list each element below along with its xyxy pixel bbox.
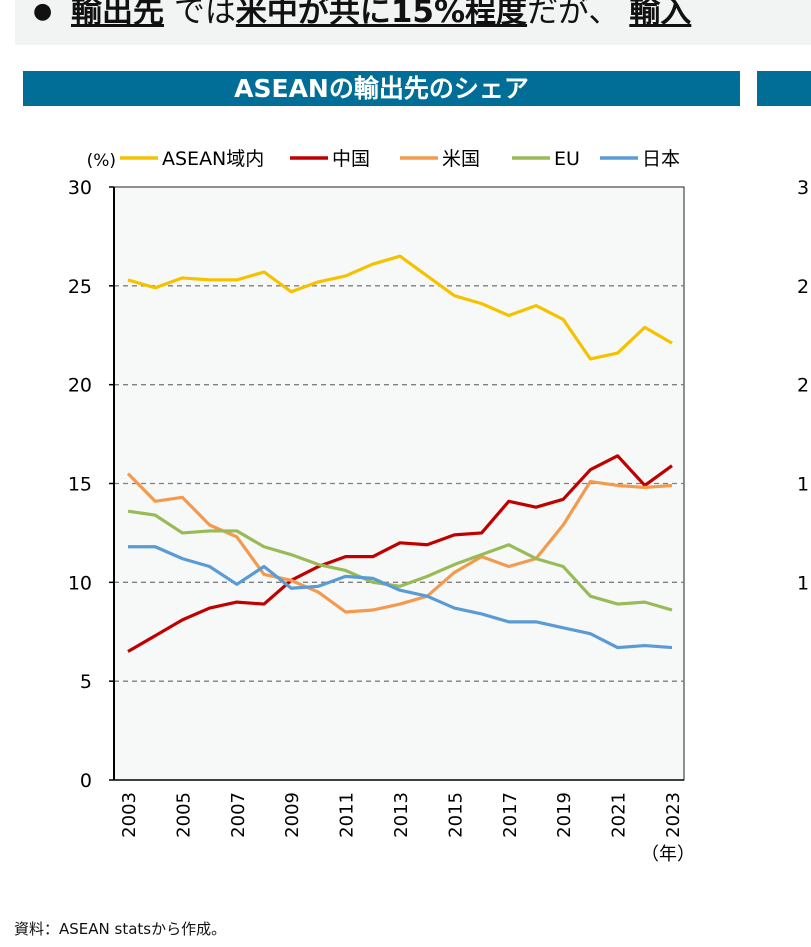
y-tick-label: 25 (68, 276, 92, 298)
right-chart-tick-label: 1 (797, 474, 809, 496)
x-tick-label: 2017 (500, 792, 521, 838)
right-chart-tick-label: 1 (797, 572, 809, 594)
legend-label: 米国 (442, 148, 480, 170)
legend-label: 中国 (332, 148, 370, 170)
x-tick-label: 2009 (282, 792, 303, 838)
bullet-icon: ● (33, 0, 53, 24)
legend-label: 日本 (642, 148, 680, 170)
right-chart-tick-label: 2 (797, 276, 809, 298)
x-tick-label: 2003 (119, 792, 140, 838)
x-tick-label: 2015 (445, 792, 466, 838)
y-tick-label: 0 (80, 770, 92, 792)
x-tick-label: 2023 (663, 792, 684, 838)
x-tick-label: 2019 (554, 792, 575, 838)
right-chart-tick-label: 2 (797, 375, 809, 397)
banner-seg: では (173, 0, 236, 30)
chart-title: ASEANの輸出先のシェア (23, 71, 740, 106)
x-tick-label: 2005 (173, 792, 194, 838)
next-chart-header (757, 71, 811, 106)
x-tick-label: 2013 (391, 792, 412, 838)
y-tick-label: 15 (68, 474, 92, 496)
x-tick-label: 2011 (337, 792, 358, 838)
x-tick-label: 2021 (609, 792, 630, 838)
line-chart: 0 5 10 15 20 25 30 2003 2005 2007 2009 2011 2013 2015… (68, 148, 809, 865)
y-tick-label: 30 (68, 177, 92, 199)
series-line (127, 454, 673, 653)
legend-label: ASEAN域内 (162, 148, 264, 170)
y-tick-label: 10 (68, 572, 92, 594)
y-tick-label: 5 (80, 671, 92, 693)
series-line (128, 545, 673, 650)
source-note: 資料：ASEAN statsから作成。 (14, 920, 227, 938)
summary-banner: ● 輸出先 では米中が共に15%程度だが、 輸入 (15, 0, 811, 45)
x-tick-label: 2007 (228, 792, 249, 838)
banner-seg: 輸入 (629, 0, 692, 30)
series-line (127, 254, 673, 361)
banner-text: 輸出先 では米中が共に15%程度だが、 輸入 (71, 0, 691, 31)
x-axis-label: （年） (641, 844, 695, 865)
banner-seg: 米中が共に15%程度 (235, 0, 528, 30)
y-tick-label: 20 (68, 375, 92, 397)
legend-label: EU (554, 148, 580, 170)
y-axis-label: (%) (87, 151, 116, 171)
series-line (126, 472, 673, 614)
right-chart-tick-label: 3 (797, 177, 809, 199)
banner-seg: 輸出先 (71, 0, 164, 30)
banner-seg: だが、 (527, 0, 620, 30)
series-line (127, 509, 673, 612)
